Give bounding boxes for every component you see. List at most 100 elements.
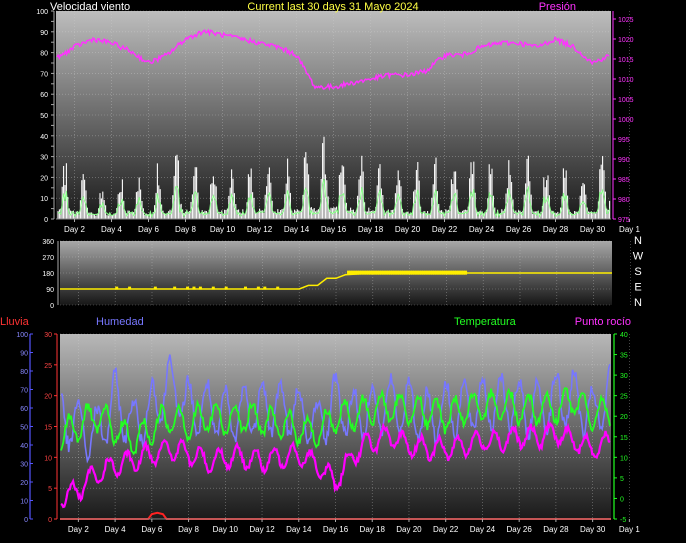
y-tick-label-temperature: 5 <box>620 476 624 483</box>
y-tick-label-humidity: 10 <box>20 499 28 506</box>
x-tick-label: Day 1 <box>619 525 640 534</box>
direction-sample <box>128 286 132 290</box>
direction-sample <box>439 270 443 275</box>
direction-sample <box>402 270 406 275</box>
direction-sample <box>358 270 362 275</box>
x-tick-label: Day 2 <box>64 225 85 234</box>
y-tick-label-direction: 90 <box>46 287 54 294</box>
x-tick-label: Day 1 <box>619 225 640 234</box>
y-tick-label-wind: 80 <box>40 51 48 58</box>
y-tick-label-wind: 0 <box>44 217 48 224</box>
direction-sample <box>400 270 404 275</box>
direction-sample <box>388 270 392 275</box>
direction-sample <box>461 270 465 275</box>
y-tick-label-direction: 360 <box>42 239 54 246</box>
direction-sample <box>391 270 395 275</box>
direction-sample <box>371 270 375 275</box>
humidity-series <box>60 354 611 464</box>
x-tick-label: Day 20 <box>395 225 421 234</box>
x-tick-label: Day 4 <box>101 225 122 234</box>
y-tick-label-temperature: 25 <box>620 394 628 401</box>
direction-sample <box>263 286 267 290</box>
direction-sample <box>424 270 428 275</box>
direction-sample <box>408 270 412 275</box>
direction-sample <box>415 270 419 275</box>
y-tick-label-temperature: 20 <box>620 414 628 421</box>
y-tick-label-pressure: 1010 <box>618 77 634 84</box>
direction-sample <box>382 270 386 275</box>
pressure-label: Presión <box>539 1 576 13</box>
y-tick-label-pressure: 980 <box>618 197 630 204</box>
direction-sample <box>347 270 351 275</box>
x-tick-label: Day 6 <box>141 525 162 534</box>
direction-sample <box>459 270 463 275</box>
y-tick-label-humidity: 0 <box>24 517 28 524</box>
y-tick-label-rain: 25 <box>44 363 52 370</box>
y-tick-label-wind: 30 <box>40 155 48 162</box>
direction-sample <box>455 270 459 275</box>
y-tick-label-temperature: 40 <box>620 332 628 339</box>
y-tick-label-humidity: 80 <box>20 369 28 376</box>
direction-sample <box>362 270 366 275</box>
direction-sample <box>437 270 441 275</box>
humidity-label: Humedad <box>96 316 144 328</box>
y-tick-label-temperature: 15 <box>620 435 628 442</box>
x-tick-label: Day 24 <box>469 225 495 234</box>
x-tick-label: Day 2 <box>68 525 89 534</box>
dewpoint-series <box>60 419 611 509</box>
y-tick-label-pressure: 1025 <box>618 17 634 24</box>
direction-sample <box>457 270 461 275</box>
y-tick-label-temperature: 10 <box>620 455 628 462</box>
direction-sample <box>386 270 390 275</box>
y-tick-label-wind: 90 <box>40 30 48 37</box>
y-tick-label-pressure: 975 <box>618 217 630 224</box>
y-tick-label-pressure: 995 <box>618 137 630 144</box>
x-tick-label: Day 18 <box>358 225 384 234</box>
direction-sample <box>224 286 228 290</box>
y-tick-label-rain: 15 <box>44 425 52 432</box>
y-tick-label-wind: 40 <box>40 134 48 141</box>
compass-label: S <box>634 266 641 278</box>
x-tick-label: Day 18 <box>360 525 386 534</box>
direction-sample <box>448 270 452 275</box>
direction-sample <box>211 286 215 290</box>
direction-sample <box>417 270 421 275</box>
direction-sample <box>397 270 401 275</box>
x-tick-label: Day 16 <box>321 225 347 234</box>
direction-sample <box>444 270 448 275</box>
direction-sample <box>192 286 196 290</box>
direction-sample <box>404 270 408 275</box>
direction-sample <box>353 270 357 275</box>
direction-sample <box>377 270 381 275</box>
direction-sample <box>450 270 454 275</box>
direction-sample <box>384 270 388 275</box>
direction-sample <box>380 270 384 275</box>
direction-sample <box>464 270 468 275</box>
y-tick-label-pressure: 1000 <box>618 117 634 124</box>
direction-sample <box>453 270 457 275</box>
y-tick-label-wind: 50 <box>40 113 48 120</box>
y-tick-label-temperature: 35 <box>620 353 628 360</box>
dewpoint-label: Punto rocío <box>575 316 631 328</box>
direction-sample <box>413 270 417 275</box>
y-tick-label-direction: 0 <box>50 303 54 310</box>
direction-sample <box>446 270 450 275</box>
direction-sample <box>360 270 364 275</box>
y-tick-label-wind: 60 <box>40 92 48 99</box>
rain-label: Lluvia <box>0 316 30 328</box>
x-tick-label: Day 4 <box>105 525 126 534</box>
direction-sample <box>153 286 157 290</box>
direction-sample <box>419 270 423 275</box>
wind-average-series <box>57 178 611 219</box>
direction-sample <box>198 286 202 290</box>
x-tick-label: Day 12 <box>249 525 275 534</box>
x-tick-label: Day 10 <box>213 525 239 534</box>
direction-sample <box>366 270 370 275</box>
direction-sample <box>369 270 373 275</box>
x-tick-label: Day 24 <box>470 525 496 534</box>
direction-sample <box>173 286 177 290</box>
compass-label: N <box>634 297 642 309</box>
direction-sample <box>433 270 437 275</box>
